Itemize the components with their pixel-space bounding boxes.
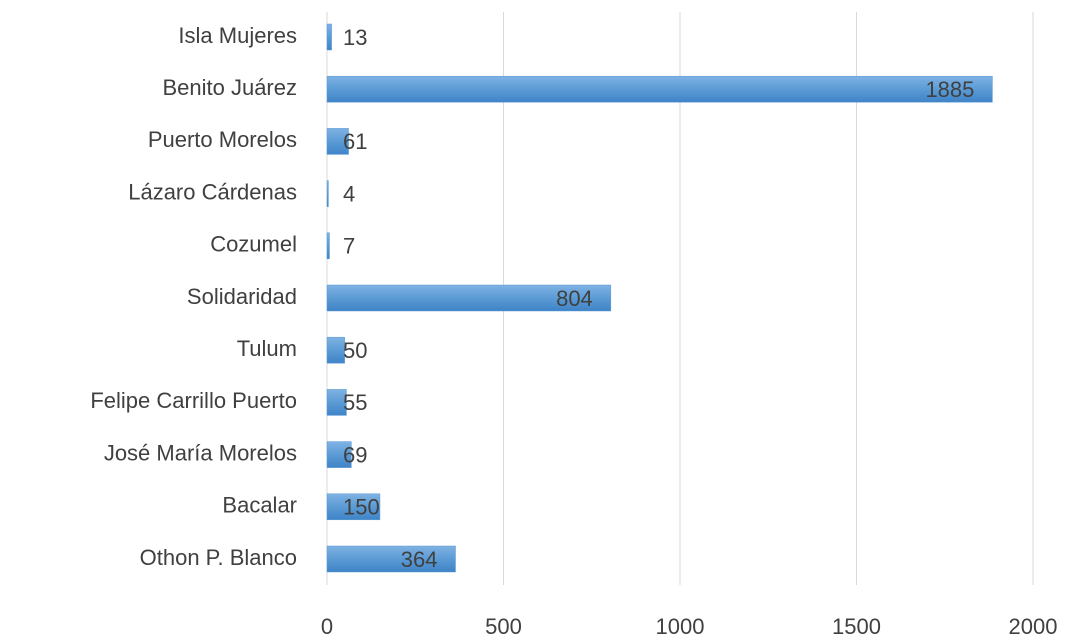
data-label: 150 (343, 495, 380, 520)
x-tick-label: 500 (485, 614, 522, 638)
y-tick-label: Benito Juárez (162, 75, 297, 100)
y-tick-label: Isla Mujeres (178, 23, 297, 48)
bar (326, 493, 381, 521)
data-label: 55 (343, 390, 367, 415)
y-tick-label: Cozumel (210, 232, 297, 257)
data-label: 364 (401, 547, 438, 572)
bar (326, 75, 993, 103)
data-label: 1885 (925, 77, 974, 102)
y-tick-label: Puerto Morelos (148, 127, 297, 152)
data-label: 69 (343, 442, 367, 467)
bar (326, 232, 330, 260)
bar (326, 389, 347, 416)
bar (326, 336, 345, 364)
bar (326, 284, 612, 312)
x-tick-label: 1000 (656, 614, 705, 638)
y-tick-label: Lázaro Cárdenas (128, 179, 297, 204)
x-tick-label: 1500 (832, 614, 881, 638)
y-tick-label: Felipe Carrillo Puerto (90, 388, 297, 413)
bar (326, 180, 329, 207)
y-tick-label: Solidaridad (187, 284, 297, 309)
y-tick-label: José María Morelos (104, 440, 297, 465)
data-label: 61 (343, 129, 367, 154)
bar (326, 441, 352, 468)
x-tick-label: 0 (321, 614, 333, 638)
data-label: 804 (556, 286, 593, 311)
x-tick-label: 2000 (1009, 614, 1058, 638)
data-label: 7 (343, 234, 355, 259)
bar (326, 545, 456, 573)
data-label: 4 (343, 181, 355, 206)
bar (326, 23, 332, 51)
bar (326, 128, 349, 155)
data-label: 13 (343, 25, 367, 50)
y-tick-label: Tulum (237, 336, 297, 361)
data-label: 50 (343, 338, 367, 363)
y-tick-label: Bacalar (222, 493, 297, 518)
y-tick-label: Othon P. Blanco (140, 545, 297, 570)
